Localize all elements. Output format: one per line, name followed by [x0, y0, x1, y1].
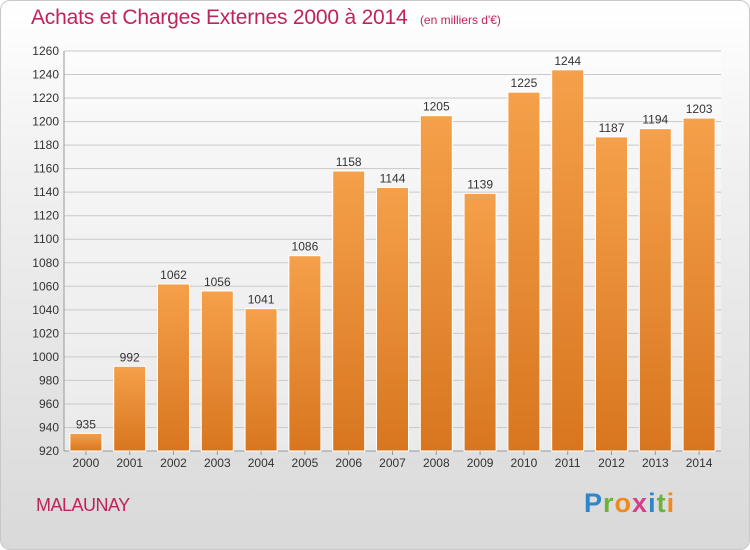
y-tick-label: 980 — [39, 373, 59, 387]
chart-title: Achats et Charges Externes 2000 à 2014 — [31, 6, 408, 29]
y-tick-label: 1080 — [32, 256, 59, 270]
x-tick-label: 2007 — [379, 456, 406, 470]
data-label: 1244 — [554, 54, 581, 68]
brand-letter: i — [666, 488, 676, 518]
x-tick-label: 2012 — [598, 456, 625, 470]
y-tick-label: 1260 — [32, 44, 59, 58]
x-tick-label: 2004 — [248, 456, 275, 470]
x-tick-label: 2014 — [686, 456, 713, 470]
x-tick-label: 2011 — [555, 456, 581, 470]
data-label: 1158 — [336, 155, 362, 169]
data-label: 1205 — [423, 100, 450, 114]
y-tick-label: 940 — [39, 420, 59, 434]
y-tick-label: 1060 — [32, 279, 59, 293]
data-label: 1062 — [160, 268, 187, 282]
brand-letter: t — [656, 488, 667, 518]
x-tick-label: 2003 — [204, 456, 231, 470]
bar — [463, 192, 497, 452]
bar — [113, 365, 147, 452]
data-label: 1041 — [248, 293, 275, 307]
data-label: 1203 — [686, 102, 713, 116]
bar — [682, 117, 716, 452]
x-tick-label: 2005 — [292, 456, 319, 470]
brand-letter: x — [632, 488, 649, 518]
x-tick-label: 2010 — [511, 456, 538, 470]
x-tick-label: 2002 — [160, 456, 187, 470]
y-tick-label: 1160 — [33, 162, 59, 176]
y-tick-label: 1120 — [33, 209, 59, 223]
x-tick-label: 2008 — [423, 456, 450, 470]
brand-letter: o — [614, 488, 633, 518]
y-tick-label: 1020 — [32, 326, 59, 340]
y-tick-label: 1240 — [32, 68, 59, 82]
x-tick-label: 2009 — [467, 456, 494, 470]
bar — [288, 255, 322, 452]
data-label: 1056 — [204, 275, 231, 289]
brand-logo: Proxiti — [584, 488, 675, 519]
y-tick-label: 1180 — [33, 138, 59, 152]
data-label: 1194 — [642, 113, 668, 127]
data-label: 1187 — [599, 121, 625, 135]
x-tick-label: 2001 — [116, 456, 143, 470]
data-label: 1139 — [467, 177, 493, 191]
y-tick-label: 1220 — [32, 91, 59, 105]
y-tick-label: 1100 — [33, 232, 59, 246]
x-tick-label: 2006 — [335, 456, 362, 470]
bar — [157, 283, 190, 452]
y-tick-label: 1040 — [32, 303, 59, 317]
bar — [244, 308, 278, 452]
y-tick-label: 960 — [39, 397, 59, 411]
brand-letter: r — [603, 488, 615, 518]
bar — [69, 432, 103, 452]
title-row: Achats et Charges Externes 2000 à 2014 (… — [31, 6, 501, 30]
data-label: 992 — [120, 350, 140, 364]
y-tick-label: 920 — [39, 444, 59, 458]
y-tick-label: 1200 — [32, 115, 59, 129]
data-label: 1225 — [511, 76, 538, 90]
data-label: 1086 — [292, 240, 319, 254]
y-tick-label: 1140 — [33, 185, 59, 199]
bar — [507, 91, 541, 452]
bar — [419, 115, 453, 452]
chart-subtitle: (en milliers d'€) — [419, 13, 501, 27]
data-label: 935 — [76, 417, 96, 431]
bar — [200, 290, 234, 452]
bar — [595, 136, 628, 452]
brand-letter: P — [584, 488, 604, 518]
bar — [551, 69, 585, 452]
x-tick-label: 2013 — [642, 456, 669, 470]
bar — [638, 128, 672, 452]
y-tick-label: 1000 — [32, 350, 59, 364]
brand-letter: i — [648, 488, 657, 518]
x-tick-label: 2000 — [73, 456, 100, 470]
bar — [332, 170, 366, 452]
city-label: MALAUNAY — [36, 495, 130, 515]
data-label: 1144 — [380, 171, 406, 185]
bar — [376, 186, 409, 452]
